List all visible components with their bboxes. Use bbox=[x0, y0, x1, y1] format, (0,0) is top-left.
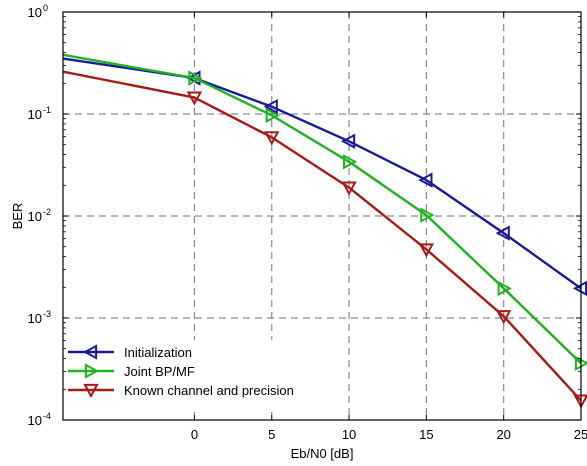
legend-entry: Known channel and precision bbox=[68, 383, 294, 399]
data-point bbox=[340, 133, 356, 149]
y-axis-label: BER bbox=[10, 203, 25, 230]
x-axis-label: Eb/N0 [dB] bbox=[291, 446, 354, 461]
data-point bbox=[342, 154, 358, 170]
y-tick-exponent: 0 bbox=[43, 3, 48, 13]
series-group bbox=[62, 53, 587, 409]
y-tick-exponent: -3 bbox=[43, 309, 51, 319]
data-point bbox=[420, 207, 435, 223]
series-line bbox=[62, 70, 582, 402]
y-tick-exponent: -2 bbox=[43, 207, 51, 217]
y-tick-label: 10 -4 bbox=[28, 411, 51, 428]
y-tick-label: 10 0 bbox=[28, 3, 48, 20]
y-tick-exponent: -4 bbox=[43, 411, 51, 421]
data-point bbox=[265, 107, 280, 124]
series-2 bbox=[62, 53, 587, 371]
y-tick-label: 10 -3 bbox=[28, 309, 51, 326]
y-tick-base: 10 bbox=[28, 413, 42, 428]
legend-entry: Initialization bbox=[68, 344, 192, 360]
plot-frame bbox=[62, 11, 582, 421]
y-tick-base: 10 bbox=[28, 209, 42, 224]
data-point bbox=[418, 172, 433, 188]
data-point bbox=[418, 243, 435, 258]
legend-marker bbox=[84, 363, 100, 379]
x-tick-label: 10 bbox=[342, 427, 356, 442]
x-tick-label: 15 bbox=[419, 427, 433, 442]
y-tick-label: 10 -1 bbox=[28, 105, 51, 122]
legend-label: Known channel and precision bbox=[124, 383, 294, 398]
y-tick-base: 10 bbox=[28, 5, 42, 20]
data-point bbox=[341, 181, 357, 196]
x-tick-label: 20 bbox=[496, 427, 510, 442]
x-tick-label: 0 bbox=[191, 427, 198, 442]
data-point bbox=[496, 310, 512, 325]
y-tick-base: 10 bbox=[28, 311, 42, 326]
data-point bbox=[188, 70, 203, 86]
y-tick-label: 10 -2 bbox=[28, 207, 51, 224]
x-tick-label: 25 bbox=[574, 427, 587, 442]
series-1 bbox=[62, 57, 587, 297]
legend-entry: Joint BP/MF bbox=[68, 363, 195, 379]
data-point bbox=[186, 91, 203, 106]
series-3 bbox=[62, 70, 587, 409]
data-point bbox=[263, 98, 278, 115]
axes bbox=[62, 11, 582, 421]
data-point bbox=[497, 280, 512, 297]
legend-label: Joint BP/MF bbox=[124, 364, 195, 379]
legend: Initialization Joint BP/MF Known channel a… bbox=[66, 340, 328, 412]
series-line bbox=[62, 53, 582, 365]
data-point bbox=[495, 225, 510, 241]
data-point bbox=[264, 131, 280, 146]
legend-label: Initialization bbox=[124, 345, 192, 360]
y-tick-exponent: -1 bbox=[43, 105, 51, 115]
legend-marker bbox=[82, 344, 98, 360]
legend-marker bbox=[83, 383, 99, 399]
y-tick-base: 10 bbox=[28, 107, 42, 122]
x-tick-label: 5 bbox=[268, 427, 275, 442]
